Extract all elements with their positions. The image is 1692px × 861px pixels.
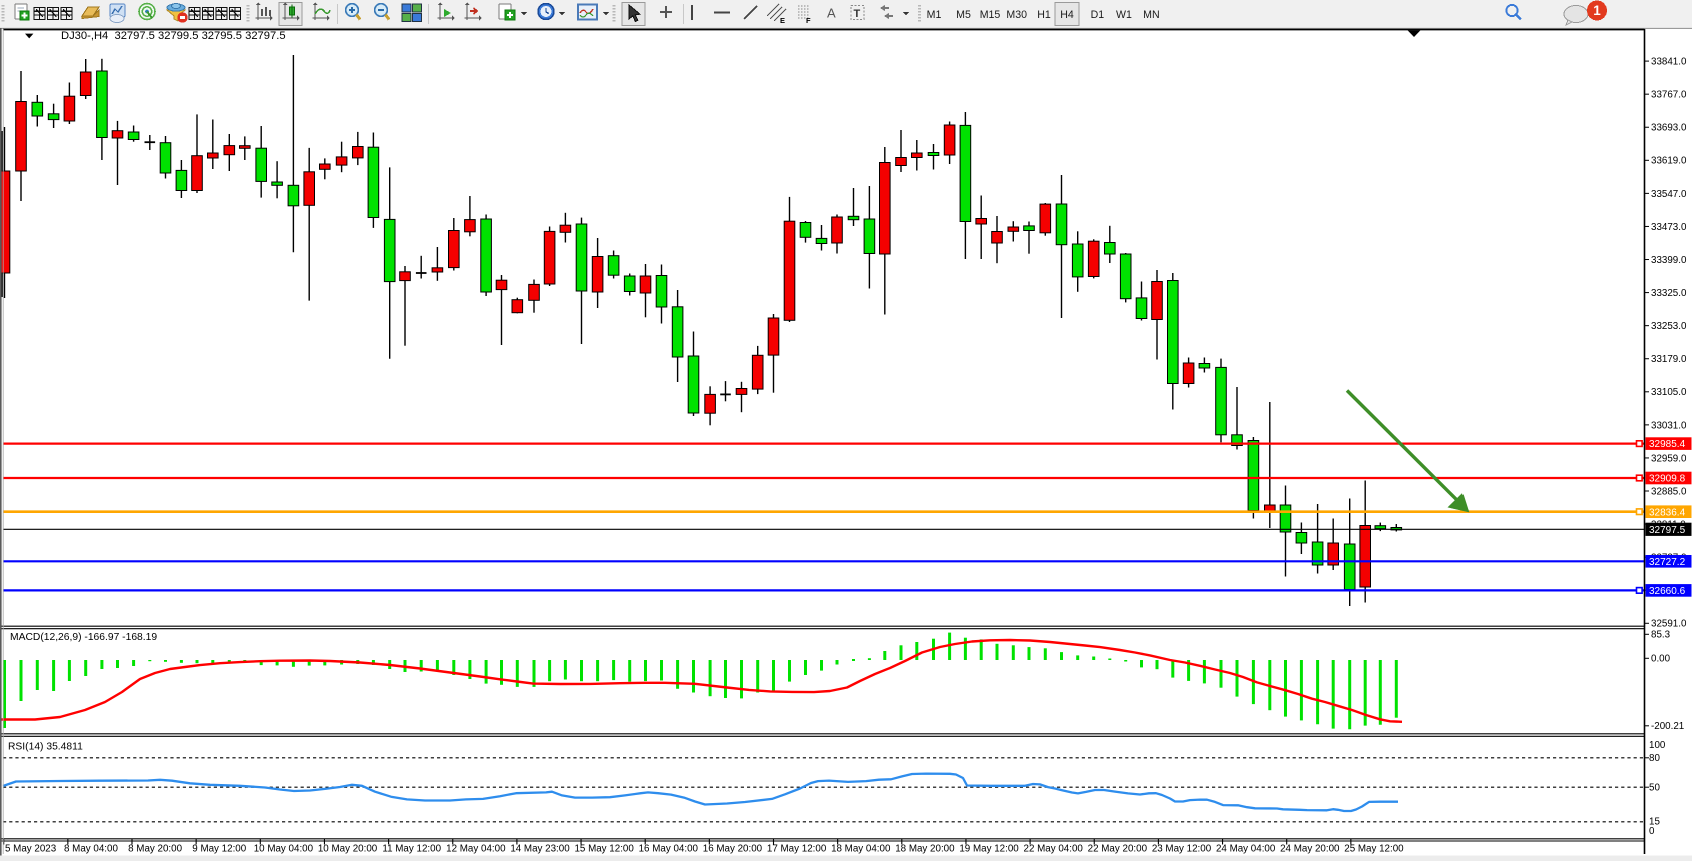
svg-text:M15: M15 [980,9,1001,21]
svg-text:32959.0: 32959.0 [1651,453,1687,464]
svg-text:33253.0: 33253.0 [1651,321,1687,332]
svg-text:F: F [806,16,811,25]
svg-text:33693.0: 33693.0 [1651,123,1687,134]
svg-text:M1: M1 [927,9,942,21]
svg-text:1: 1 [1593,3,1601,18]
svg-text:0.00: 0.00 [1651,654,1671,665]
svg-text:17 May 12:00: 17 May 12:00 [767,844,827,855]
svg-text:H4: H4 [1060,9,1074,21]
svg-text:80: 80 [1649,753,1660,764]
svg-text:18 May 04:00: 18 May 04:00 [831,844,891,855]
svg-text:M5: M5 [956,9,971,21]
svg-text:33473.0: 33473.0 [1651,222,1687,233]
svg-text:MN: MN [1143,9,1159,21]
svg-text:E: E [780,16,785,25]
svg-text:12 May 04:00: 12 May 04:00 [446,844,506,855]
svg-text:A: A [827,6,836,21]
svg-text:RSI(14) 35.4811: RSI(14) 35.4811 [8,742,83,753]
svg-text:33179.0: 33179.0 [1651,354,1687,365]
svg-text:33547.0: 33547.0 [1651,189,1687,200]
svg-text:24 May 04:00: 24 May 04:00 [1216,844,1276,855]
svg-text:33841.0: 33841.0 [1651,57,1687,68]
svg-text:33619.0: 33619.0 [1651,156,1687,167]
svg-text:H1: H1 [1037,9,1051,21]
svg-text:9 May 12:00: 9 May 12:00 [192,844,246,855]
svg-text:33105.0: 33105.0 [1651,387,1687,398]
svg-text:32660.6: 32660.6 [1649,586,1686,597]
svg-text:23 May 12:00: 23 May 12:00 [1152,844,1212,855]
svg-text:10 May 20:00: 10 May 20:00 [318,844,378,855]
svg-text:W1: W1 [1116,9,1132,21]
svg-text:32591.0: 32591.0 [1651,619,1687,630]
svg-text:33767.0: 33767.0 [1651,90,1687,101]
svg-text:33399.0: 33399.0 [1651,255,1687,266]
svg-text:50: 50 [1649,783,1660,794]
svg-text:11 May 12:00: 11 May 12:00 [382,844,441,855]
svg-text:32885.0: 32885.0 [1651,486,1687,497]
svg-text:10 May 04:00: 10 May 04:00 [254,844,314,855]
svg-text:MACD(12,26,9) -166.97 -168.19: MACD(12,26,9) -166.97 -168.19 [10,632,157,643]
svg-text:24 May 20:00: 24 May 20:00 [1280,844,1340,855]
svg-text:16 May 20:00: 16 May 20:00 [703,844,763,855]
svg-text:22 May 20:00: 22 May 20:00 [1088,844,1148,855]
svg-text:8 May 20:00: 8 May 20:00 [128,844,182,855]
svg-text:22 May 04:00: 22 May 04:00 [1024,844,1084,855]
svg-text:5 May 2023: 5 May 2023 [5,844,57,855]
svg-text:32909.8: 32909.8 [1649,474,1686,485]
svg-text:25 May 12:00: 25 May 12:00 [1344,844,1404,855]
svg-text:33325.0: 33325.0 [1651,288,1687,299]
svg-text:32836.4: 32836.4 [1649,507,1686,518]
svg-text:19 May 12:00: 19 May 12:00 [959,844,1019,855]
svg-text:85.3: 85.3 [1651,630,1671,641]
svg-text:16 May 04:00: 16 May 04:00 [639,844,699,855]
svg-text:T: T [854,8,861,20]
svg-text:M30: M30 [1006,9,1027,21]
svg-text:15 May 12:00: 15 May 12:00 [574,844,634,855]
svg-text:D1: D1 [1091,9,1105,21]
svg-text:32727.2: 32727.2 [1649,557,1686,568]
svg-text:DJ30-,H4 32797.5 32799.5 3279: DJ30-,H4 32797.5 32799.5 32795.5 32797.5 [61,30,286,42]
svg-text:15: 15 [1649,816,1660,827]
svg-text:8 May 04:00: 8 May 04:00 [64,844,118,855]
svg-text:100: 100 [1649,740,1666,751]
svg-text:0: 0 [1649,826,1655,837]
svg-text:33031.0: 33031.0 [1651,420,1687,431]
svg-text:18 May 20:00: 18 May 20:00 [895,844,955,855]
svg-text:14 May 23:00: 14 May 23:00 [510,844,570,855]
svg-text:32985.4: 32985.4 [1649,439,1686,450]
svg-text:32797.5: 32797.5 [1649,525,1686,536]
svg-text:-200.21: -200.21 [1651,721,1684,732]
